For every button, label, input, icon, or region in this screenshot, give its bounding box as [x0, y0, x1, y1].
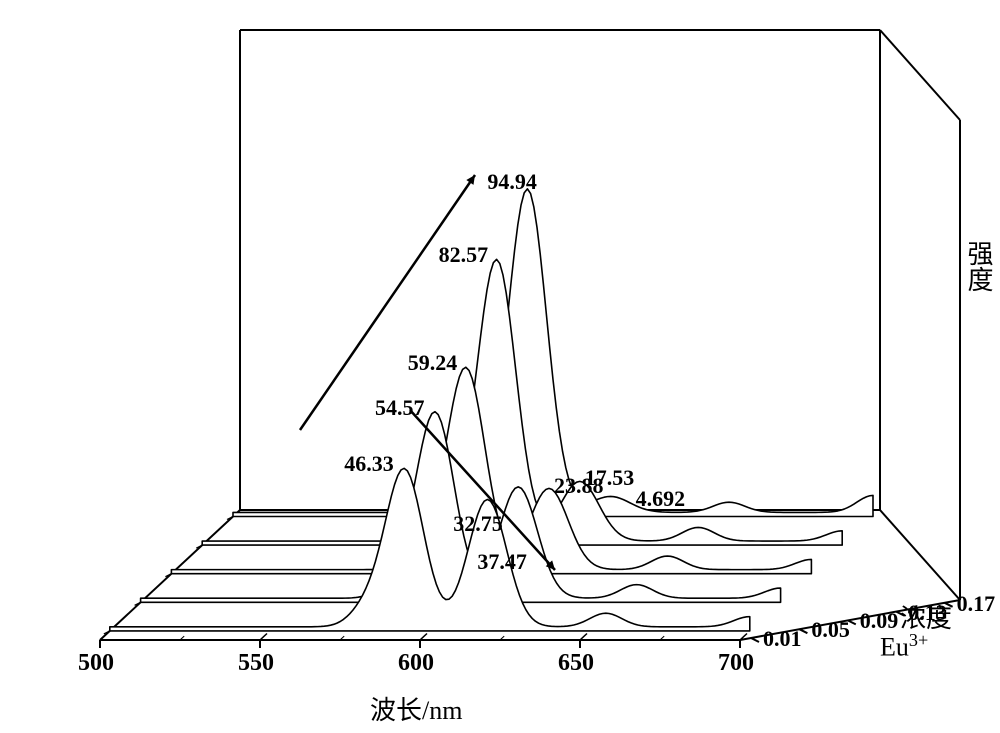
x-tick-label: 550	[238, 650, 274, 677]
y-axis-label: 强度	[960, 240, 997, 292]
peak-label: 54.57	[375, 395, 425, 421]
z-tick-label: 0.17	[957, 591, 996, 617]
peak-label: 4.692	[636, 486, 686, 512]
x-axis-label: 波长/nm	[370, 690, 462, 727]
z-tick-label: 0.05	[811, 617, 850, 643]
x-tick-label: 500	[78, 650, 114, 677]
peak-label: 94.94	[487, 169, 537, 195]
peak-label: 46.33	[344, 451, 394, 477]
chart-svg	[0, 0, 1000, 733]
x-tick-label: 650	[558, 650, 594, 677]
z-axis-label-conc: 浓度	[900, 598, 952, 635]
chart-container: 500550600650700波长/nm0.010.050.090.130.17…	[0, 0, 1000, 733]
peak-label: 32.75	[453, 511, 503, 537]
x-tick-label: 600	[398, 650, 434, 677]
x-tick-label: 700	[718, 650, 754, 677]
peak-label: 82.57	[439, 242, 489, 268]
peak-label: 37.47	[477, 549, 527, 575]
peak-label: 59.24	[408, 350, 458, 376]
peak-label: 23.88	[554, 473, 604, 499]
z-tick-label: 0.01	[763, 626, 802, 652]
